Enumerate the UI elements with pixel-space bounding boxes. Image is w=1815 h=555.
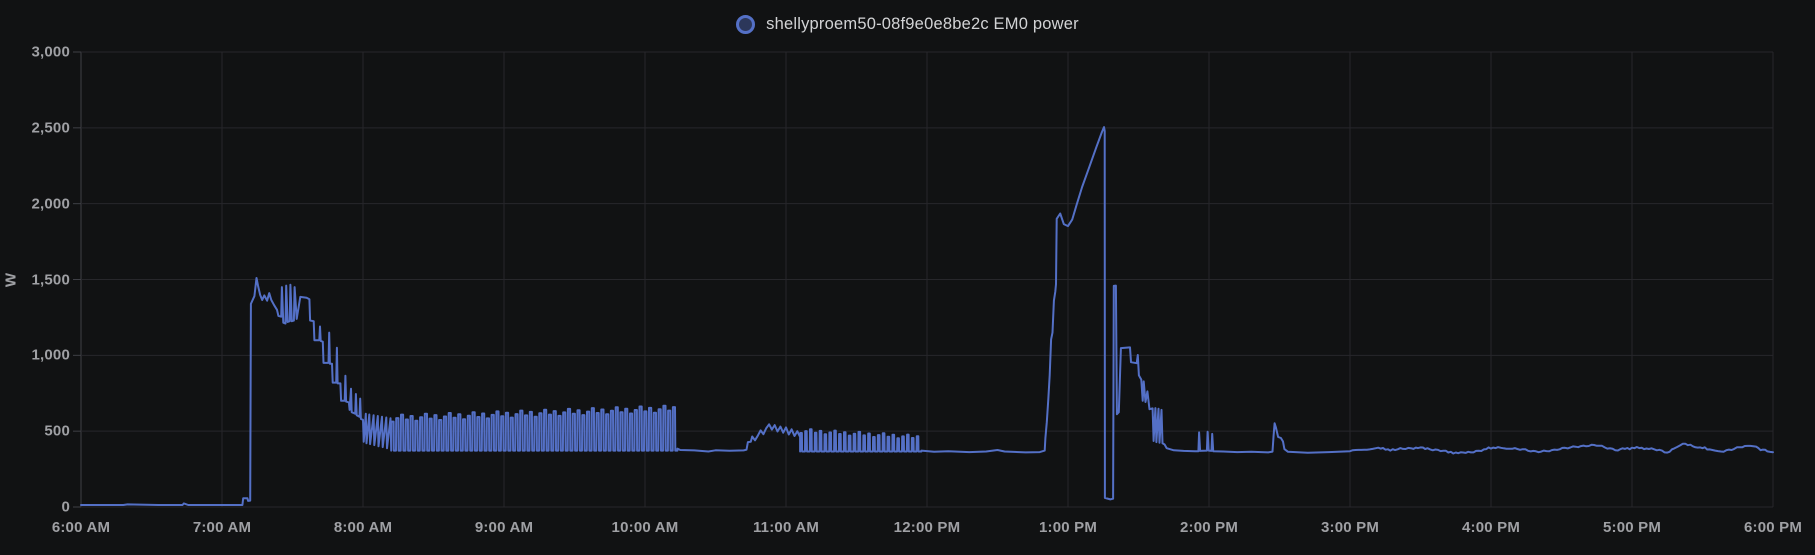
x-axis-tick-label: 7:00 AM <box>192 519 252 536</box>
x-axis-tick-label: 2:00 PM <box>1179 519 1239 536</box>
x-axis-tick-label: 8:00 AM <box>333 519 393 536</box>
chart-grid <box>73 51 1774 508</box>
x-axis-tick-label: 9:00 AM <box>474 519 534 536</box>
x-axis-tick-label: 5:00 PM <box>1602 519 1662 536</box>
series-legend-dot-icon <box>736 14 756 34</box>
x-axis-tick-label: 12:00 PM <box>893 519 961 536</box>
x-axis-tick-label: 1:00 PM <box>1038 519 1098 536</box>
series-legend-label[interactable]: shellyproem50-08f9e0e8be2c EM0 power <box>766 14 1079 33</box>
y-axis-tick-label: 2,500 <box>31 119 70 137</box>
y-axis-tick-label: 1,500 <box>31 271 70 288</box>
y-axis-tick-label: 1,000 <box>31 346 70 364</box>
x-axis-tick-label: 11:00 AM <box>752 519 820 536</box>
x-axis-tick-label: 6:00 PM <box>1743 519 1803 536</box>
x-axis-tick-label: 6:00 AM <box>51 519 111 536</box>
y-axis-tick-label: 3,000 <box>31 43 70 61</box>
x-axis-tick-label: 3:00 PM <box>1320 519 1380 536</box>
y-axis-tick-label: 0 <box>61 498 70 516</box>
power-series-line[interactable] <box>80 126 1774 506</box>
y-axis-tick-label: 2,000 <box>31 195 70 213</box>
x-axis-tick-label: 4:00 PM <box>1461 519 1521 536</box>
x-axis-tick-label: 10:00 AM <box>611 519 679 536</box>
chart-legend[interactable]: shellyproem50-08f9e0e8be2c EM0 power <box>0 11 1815 37</box>
y-axis-tick-label: 500 <box>44 422 70 440</box>
